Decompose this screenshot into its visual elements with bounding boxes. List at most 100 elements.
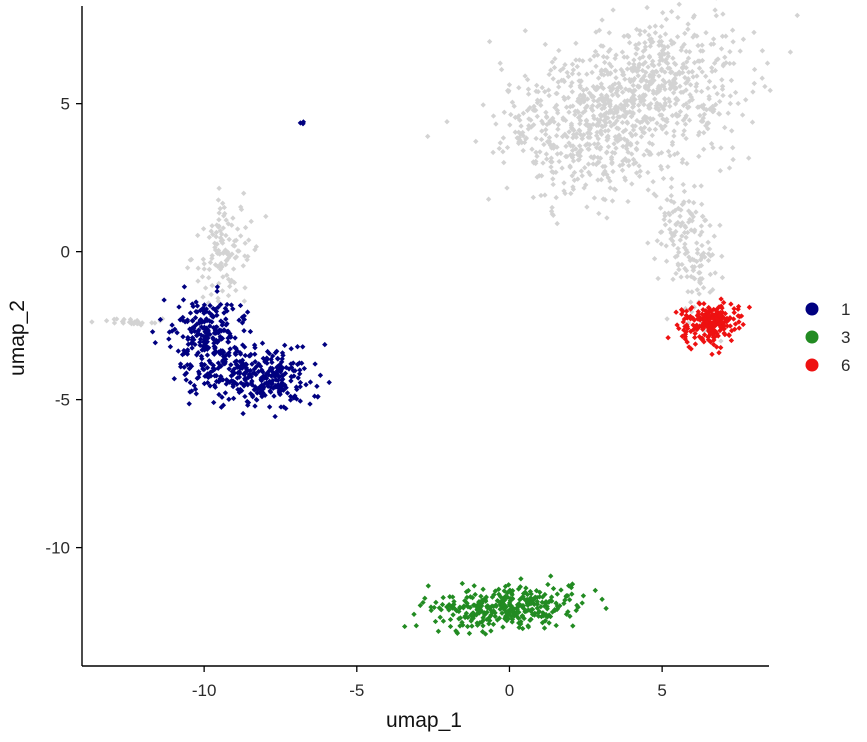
data-point	[205, 345, 212, 351]
data-point	[641, 152, 647, 158]
data-point	[490, 621, 497, 627]
data-point	[728, 337, 735, 344]
data-point	[717, 168, 723, 174]
data-point	[678, 274, 684, 280]
data-point	[284, 390, 291, 396]
data-point	[731, 309, 737, 316]
x-tick-label: 5	[657, 681, 666, 700]
data-point	[204, 365, 211, 371]
data-point	[759, 75, 765, 81]
data-point	[197, 339, 203, 345]
data-point	[174, 330, 180, 336]
data-point	[685, 325, 691, 332]
data-point	[729, 27, 736, 33]
data-point	[548, 164, 554, 170]
data-point	[253, 396, 260, 403]
data-point	[665, 335, 671, 341]
data-point	[689, 69, 695, 75]
data-point	[522, 28, 528, 34]
data-point	[272, 413, 278, 420]
data-point	[501, 159, 507, 166]
data-point	[663, 258, 670, 264]
data-point	[411, 611, 417, 617]
data-point	[622, 175, 628, 181]
data-point	[259, 393, 265, 400]
data-point	[459, 580, 465, 587]
data-point	[655, 151, 662, 157]
data-point	[480, 586, 486, 592]
data-point	[492, 588, 498, 594]
data-point	[729, 128, 735, 134]
data-point	[719, 305, 725, 311]
data-point	[554, 220, 560, 227]
data-point	[490, 113, 497, 119]
data-point	[218, 363, 224, 369]
data-point	[622, 156, 628, 162]
data-point	[200, 226, 207, 232]
data-point	[508, 111, 514, 118]
data-point	[550, 212, 556, 218]
data-point	[242, 224, 249, 231]
data-point	[111, 320, 118, 326]
data-point	[569, 71, 576, 77]
data-point	[657, 229, 664, 235]
data-point	[450, 612, 456, 618]
data-point	[561, 180, 567, 186]
data-point	[701, 111, 708, 117]
data-point	[596, 159, 602, 165]
data-point	[569, 173, 575, 179]
data-point	[735, 313, 741, 319]
data-point	[447, 616, 454, 623]
data-point	[566, 597, 573, 603]
data-point	[579, 173, 585, 179]
data-point	[245, 402, 251, 408]
data-point	[230, 242, 236, 249]
data-point	[751, 80, 757, 87]
data-point	[239, 314, 246, 320]
data-point	[241, 298, 248, 304]
data-point	[690, 214, 696, 220]
data-point	[520, 625, 526, 632]
data-point	[509, 592, 515, 598]
data-point	[486, 38, 493, 45]
data-point	[608, 154, 615, 160]
data-point	[181, 364, 187, 370]
data-point	[626, 162, 632, 169]
data-point	[244, 309, 251, 315]
data-point	[794, 12, 800, 19]
data-point	[696, 291, 702, 297]
data-point	[706, 304, 712, 311]
data-point	[673, 309, 679, 315]
data-point	[578, 168, 585, 174]
data-point	[580, 593, 587, 599]
data-point	[698, 183, 704, 189]
data-point	[315, 393, 321, 400]
cluster-background-points	[184, 185, 269, 306]
data-point	[731, 306, 737, 312]
data-point	[548, 155, 554, 161]
data-point	[195, 278, 201, 284]
data-point	[474, 605, 481, 612]
data-point	[706, 78, 713, 85]
data-point	[683, 234, 689, 241]
data-point	[152, 340, 158, 346]
data-point	[713, 13, 719, 19]
cluster-1-points	[297, 119, 307, 127]
data-point	[645, 240, 651, 246]
data-point	[714, 306, 720, 313]
data-point	[512, 129, 518, 135]
data-point	[212, 240, 218, 246]
data-point	[726, 332, 732, 339]
data-point	[507, 587, 513, 593]
data-point	[707, 246, 713, 252]
data-point	[566, 109, 572, 115]
data-point	[574, 602, 580, 609]
data-point	[215, 224, 222, 230]
data-point	[689, 289, 695, 295]
data-point	[697, 270, 703, 276]
data-point	[290, 367, 296, 374]
data-point	[728, 301, 734, 307]
data-point	[534, 601, 541, 607]
data-point	[209, 282, 215, 289]
data-point	[497, 60, 503, 66]
